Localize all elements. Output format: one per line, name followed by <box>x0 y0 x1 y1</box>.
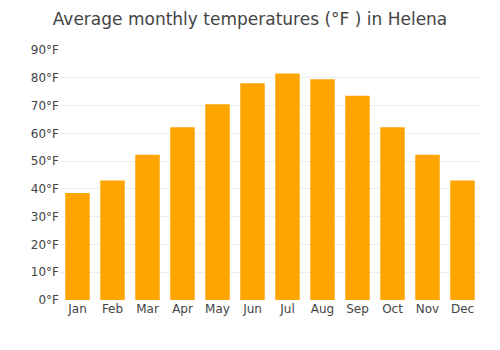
svg-text:70°F: 70°F <box>31 99 59 113</box>
svg-text:Nov: Nov <box>416 302 439 316</box>
svg-text:60°F: 60°F <box>31 127 59 141</box>
svg-text:Jun: Jun <box>242 302 262 316</box>
svg-text:30°F: 30°F <box>31 210 59 224</box>
svg-text:May: May <box>205 302 230 316</box>
svg-text:Dec: Dec <box>451 302 474 316</box>
svg-text:50°F: 50°F <box>31 154 59 168</box>
svg-text:0°F: 0°F <box>38 293 59 307</box>
svg-text:80°F: 80°F <box>31 71 59 85</box>
svg-text:Oct: Oct <box>382 302 403 316</box>
svg-text:10°F: 10°F <box>31 265 59 279</box>
svg-text:Mar: Mar <box>136 302 159 316</box>
svg-text:Jul: Jul <box>279 302 294 316</box>
svg-text:Aug: Aug <box>311 302 334 316</box>
svg-text:Average monthly temperatures (: Average monthly temperatures (°F ) in He… <box>53 9 448 29</box>
svg-text:40°F: 40°F <box>31 182 59 196</box>
svg-text:20°F: 20°F <box>31 238 59 252</box>
svg-text:Jan: Jan <box>67 302 87 316</box>
svg-text:Feb: Feb <box>102 302 123 316</box>
svg-text:Sep: Sep <box>346 302 369 316</box>
svg-text:Apr: Apr <box>172 302 193 316</box>
svg-text:90°F: 90°F <box>31 43 59 57</box>
